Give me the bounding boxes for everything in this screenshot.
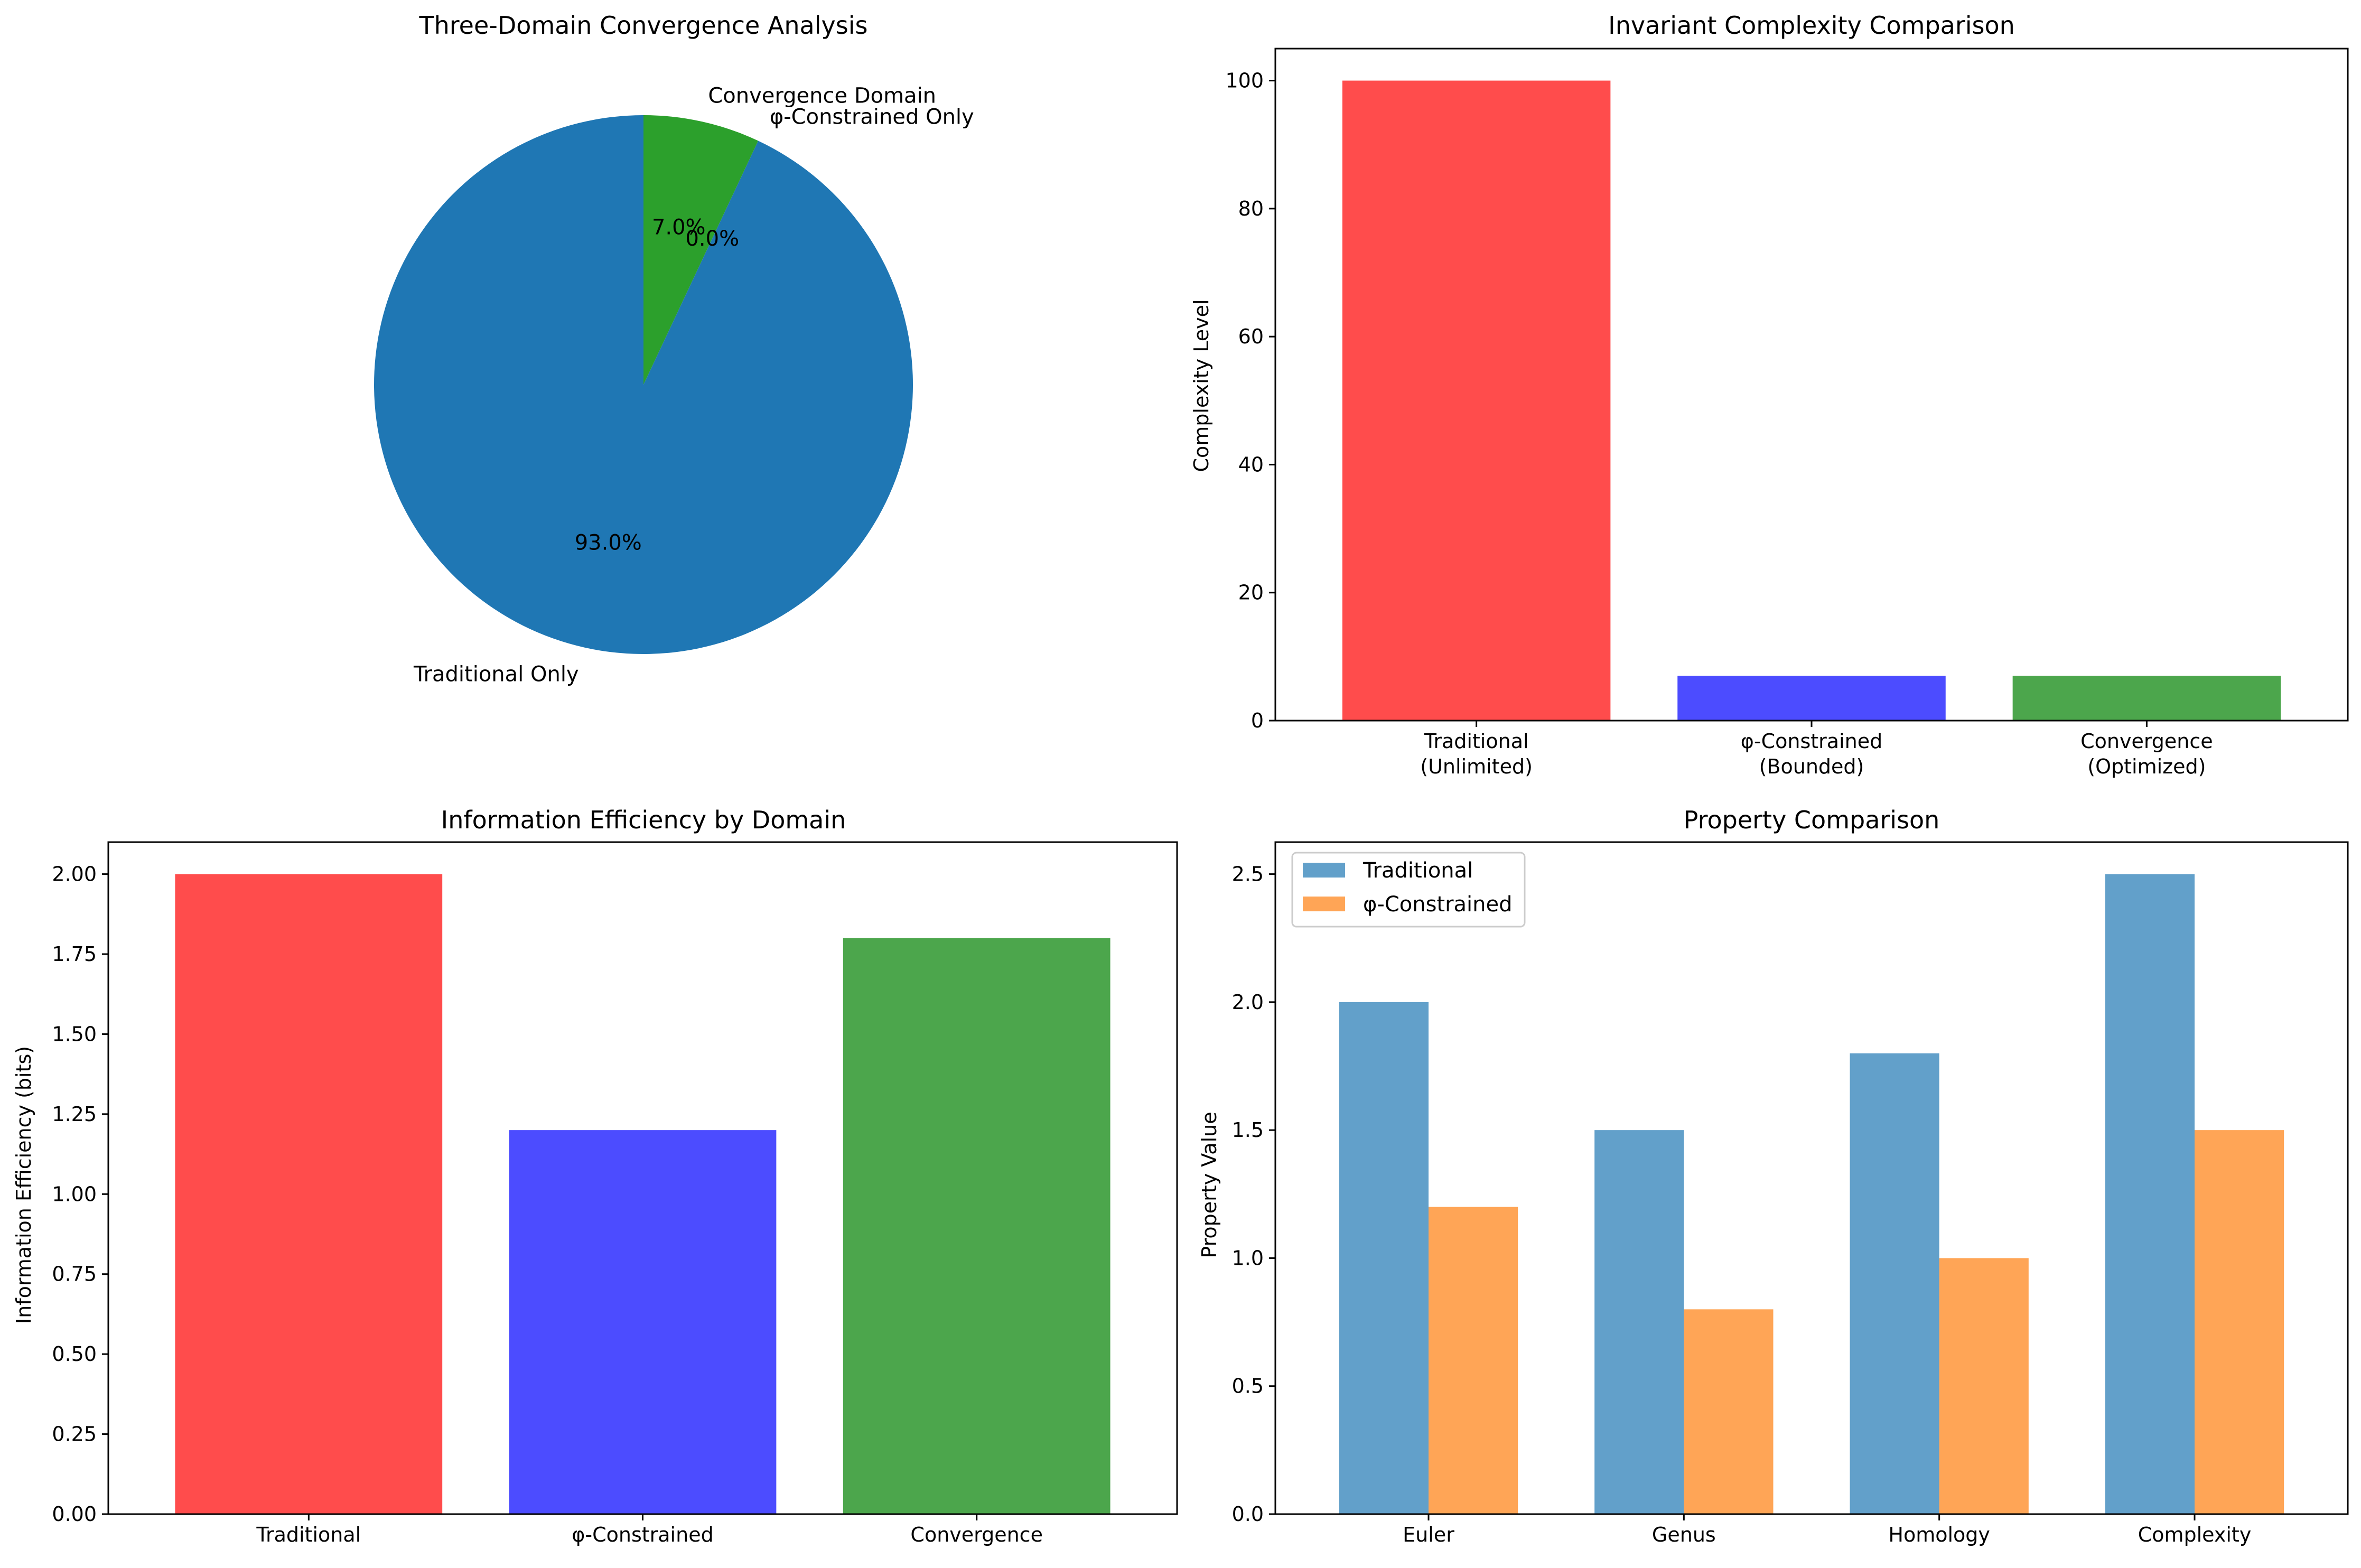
efficiency-ytick-label: 1.75 — [52, 942, 97, 966]
efficiency-chart-panel: Information Efficiency by Domain Informa… — [12, 806, 1178, 1546]
pie-slice-convergence-domain — [643, 115, 759, 385]
property-chart-legend: Traditional φ-Constrained — [1291, 852, 1526, 928]
efficiency-xtick-label-convergence: Convergence — [910, 1523, 1043, 1546]
property-bar-traditional-complexity — [2105, 874, 2195, 1514]
pie-pct-traditional-only: 93.0% — [575, 531, 642, 555]
pie-pct-convergence-domain: 7.0% — [652, 215, 706, 239]
property-bar-phi-constrained-complexity — [2195, 1130, 2284, 1514]
property-bar-traditional-euler — [1339, 1002, 1429, 1514]
complexity-xtick-label-traditional-unlimited: (Unlimited) — [1420, 755, 1533, 778]
legend-swatch-traditional — [1303, 863, 1345, 878]
property-ytick-label: 1.5 — [1232, 1118, 1264, 1142]
property-chart-panel: Property Comparison Property Value 0.00.… — [1198, 806, 2349, 1546]
efficiency-bar-phi-constrained — [509, 1130, 777, 1514]
property-xtick-label-euler: Euler — [1403, 1523, 1454, 1546]
efficiency-bar-convergence — [843, 938, 1110, 1514]
efficiency-chart-ylabel: Information Efficiency (bits) — [12, 1046, 35, 1324]
property-chart-content: 0.0 0.5 1.0 1.5 2.0 2.5 Euler Genus Homology Comp… — [1232, 841, 2349, 1546]
legend-swatch-phi-constrained — [1303, 897, 1345, 911]
complexity-ytick-label: 60 — [1238, 325, 1264, 348]
pie-label-phi-constrained-only: φ-Constrained Only — [770, 105, 974, 129]
property-axes-frame — [1274, 841, 2349, 1515]
efficiency-bar-traditional — [175, 874, 443, 1514]
complexity-ytick-label: 100 — [1225, 69, 1264, 92]
complexity-ytick-label: 20 — [1238, 581, 1264, 604]
property-chart-ylabel: Property Value — [1198, 1112, 1221, 1258]
pie-label-convergence-domain: Convergence Domain — [708, 84, 936, 108]
efficiency-ytick-label: 0.25 — [52, 1423, 97, 1446]
complexity-xtick-label-traditional-unlimited: Traditional — [1424, 730, 1529, 753]
complexity-xtick-label-phi-constrained-bounded: (Bounded) — [1759, 755, 1864, 778]
efficiency-xtick-label-traditional: Traditional — [256, 1523, 361, 1546]
property-xtick-label-complexity: Complexity — [2138, 1523, 2252, 1546]
complexity-chart-content: 0 20 40 60 80 100 Traditional(Unlimited) φ-Cons… — [1225, 48, 2349, 778]
complexity-bar-traditional-unlimited — [1342, 80, 1611, 721]
property-chart-title: Property Comparison — [1684, 806, 1940, 834]
property-bar-phi-constrained-genus — [1684, 1309, 1774, 1514]
property-xtick-label-homology: Homology — [1888, 1523, 1990, 1546]
property-xtick-label-genus: Genus — [1652, 1523, 1716, 1546]
property-bar-traditional-homology — [1850, 1053, 1939, 1514]
efficiency-ytick-label: 0.50 — [52, 1342, 97, 1366]
pie-slices — [374, 115, 913, 654]
efficiency-xtick-label-phi-constrained: φ-Constrained — [572, 1523, 713, 1546]
pie-slice-traditional-only — [374, 115, 913, 654]
pie-label-traditional-only: Traditional Only — [413, 662, 579, 686]
legend-frame — [1291, 852, 1526, 928]
property-ytick-label: 2.0 — [1232, 991, 1264, 1014]
legend-label-phi-constrained: φ-Constrained — [1363, 892, 1513, 917]
property-ytick-label: 0.5 — [1232, 1375, 1264, 1398]
pie-labels: Traditional Only 93.0% φ-Constrained Only 0… — [413, 84, 974, 687]
complexity-ytick-label: 0 — [1251, 709, 1264, 732]
efficiency-chart-title: Information Efficiency by Domain — [441, 806, 846, 834]
complexity-chart-ylabel: Complexity Level — [1190, 299, 1213, 472]
complexity-chart-panel: Invariant Complexity Comparison Complexi… — [1190, 11, 2349, 778]
legend-label-traditional: Traditional — [1363, 858, 1473, 883]
efficiency-ytick-label: 1.25 — [52, 1103, 97, 1126]
property-ytick-label: 1.0 — [1232, 1246, 1264, 1270]
pie-chart-title: Three-Domain Convergence Analysis — [419, 11, 868, 40]
complexity-bar-phi-constrained-bounded — [1677, 676, 1946, 721]
efficiency-ytick-label: 2.00 — [52, 863, 97, 886]
property-bar-phi-constrained-homology — [1939, 1258, 2029, 1514]
complexity-ytick-label: 40 — [1238, 453, 1264, 476]
efficiency-chart-content: 0.00 0.25 0.50 0.75 1.00 1.25 1.50 1.75 2.00 Trad… — [52, 841, 1178, 1546]
complexity-xtick-label-convergence-optimized: Convergence — [2080, 730, 2213, 753]
efficiency-ytick-label: 0.75 — [52, 1263, 97, 1286]
complexity-bar-convergence-optimized — [2012, 676, 2281, 721]
efficiency-ytick-label: 0.00 — [52, 1502, 97, 1526]
complexity-xtick-label-phi-constrained-bounded: φ-Constrained — [1741, 730, 1882, 753]
efficiency-ytick-label: 1.00 — [52, 1182, 97, 1206]
complexity-chart-title: Invariant Complexity Comparison — [1608, 11, 2015, 40]
complexity-xtick-label-convergence-optimized: (Optimized) — [2087, 755, 2206, 778]
efficiency-ytick-label: 1.50 — [52, 1022, 97, 1046]
property-bar-phi-constrained-euler — [1429, 1207, 1518, 1514]
property-ytick-label: 0.0 — [1232, 1502, 1264, 1526]
complexity-ytick-label: 80 — [1238, 197, 1264, 220]
property-ytick-label: 2.5 — [1232, 863, 1264, 886]
property-bar-traditional-genus — [1594, 1130, 1684, 1514]
pie-pct-phi-constrained-only: 0.0% — [685, 227, 739, 251]
pie-chart-panel: Three-Domain Convergence Analysis Tradit… — [374, 11, 974, 686]
